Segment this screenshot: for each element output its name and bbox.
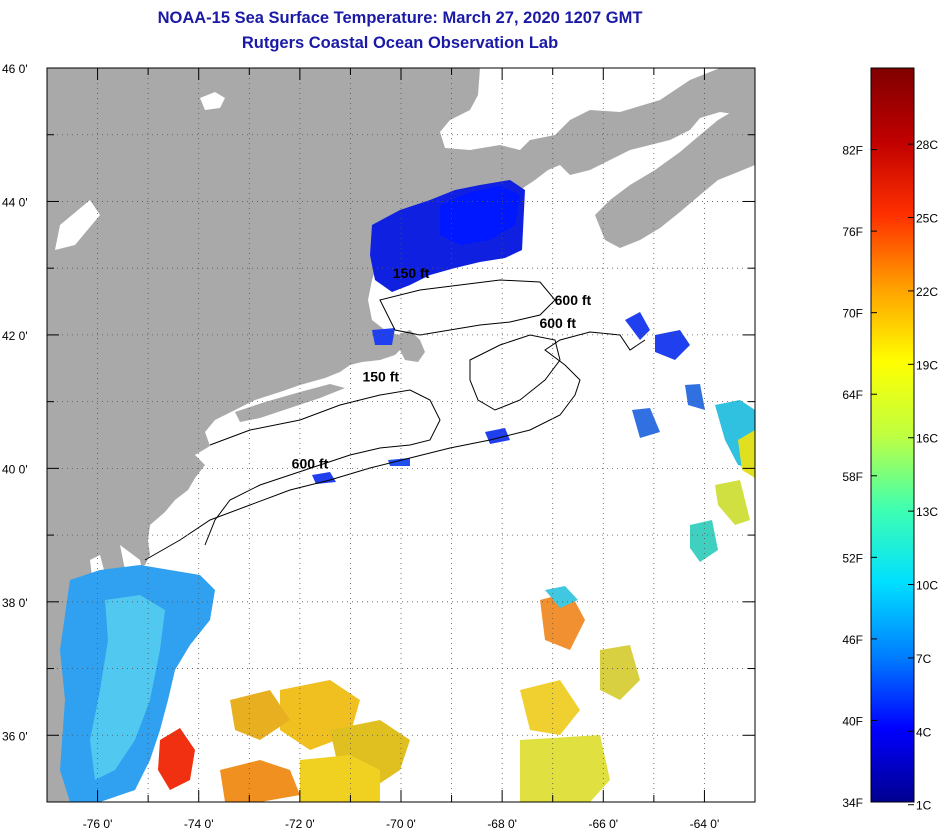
colorbar-label-f: 40F [842, 714, 863, 728]
lake-2 [55, 200, 100, 250]
contour-georges-bank [469, 334, 561, 411]
sst-patch-gulf-stream-red [158, 728, 195, 790]
longitude-labels: -76 0' -74 0' -72 0' -70 0' -68 0' -66 0' -64 … [83, 817, 720, 831]
lat-label: 42 0' [2, 329, 28, 343]
colorbar-label-c: 4C [916, 725, 932, 739]
colorbar-label-c: 10C [916, 579, 938, 593]
contour-label: 600 ft [555, 292, 592, 308]
sst-patch-blue-4 [312, 472, 336, 484]
map-area: 600 ft 600 ft 150 ft 600 ft 150 ft [47, 68, 755, 802]
contour-600ft [144, 331, 646, 561]
map-title: NOAA-15 Sea Surface Temperature: March 2… [157, 9, 643, 27]
contour-label: 600 ft [539, 315, 576, 331]
lat-label: 38 0' [2, 596, 28, 610]
contour-label: 600 ft [292, 455, 329, 471]
land-long-island [235, 384, 345, 422]
colorbar-ticks [871, 143, 914, 806]
sst-patch-blue-5 [372, 328, 395, 345]
sst-patch-warm-1 [220, 760, 300, 802]
contour-label: 150 ft [393, 265, 430, 281]
land-nova-scotia [595, 108, 755, 248]
sst-patch-east-blue-2 [685, 384, 705, 410]
land-us-mainland [47, 68, 755, 802]
colorbar [870, 67, 915, 803]
sst-patch-warm-9 [600, 645, 640, 700]
map-subtitle: Rutgers Coastal Ocean Observation Lab [241, 34, 559, 52]
colorbar-label-c: 7C [916, 652, 932, 666]
land-cape-cod [398, 330, 425, 362]
lat-lon-grid [47, 68, 755, 802]
sst-patch-warm-6 [520, 680, 580, 735]
lon-label: -74 0' [184, 817, 214, 831]
lon-label: -70 0' [386, 817, 416, 831]
colorbar-label-f: 76F [842, 225, 863, 239]
colorbar-label-f: 46F [842, 633, 863, 647]
colorbar-label-c: 25C [916, 212, 938, 226]
contour-label: 150 ft [362, 369, 399, 385]
sst-patch-east-blue [632, 408, 660, 438]
colorbar-celsius-labels: 28C 25C 22C 19C 16C 13C 10C 7C 4C 1C [916, 138, 938, 813]
colorbar-label-c: 13C [916, 505, 938, 519]
sst-patch-warm-7 [520, 735, 610, 802]
colorbar-label-f: 58F [842, 470, 863, 484]
lon-label: -68 0' [487, 817, 517, 831]
latitude-labels: 46 0' 44 0' 42 0' 40 0' 38 0' 36 0' [2, 62, 28, 743]
sst-patch-warm-4 [300, 755, 380, 802]
sst-patch-warm-10 [545, 586, 578, 608]
lat-label: 40 0' [2, 462, 28, 476]
sst-patch-east-yellow-2 [715, 480, 750, 525]
sst-patch-blue-2 [655, 330, 690, 360]
colorbar-label-c: 16C [916, 432, 938, 446]
colorbar-label-c: 1C [916, 799, 932, 813]
sst-patch-mid-atlantic-2 [90, 595, 165, 780]
sst-patch-warm-5 [230, 690, 290, 740]
sst-patch-gom-2 [440, 186, 520, 245]
lat-label: 36 0' [2, 729, 28, 743]
sst-patch-blue-6 [388, 458, 410, 466]
lat-label: 44 0' [2, 195, 28, 209]
contour-150ft [204, 389, 441, 546]
colorbar-label-f: 64F [842, 388, 863, 402]
colorbar-label-c: 19C [916, 358, 938, 372]
colorbar-label-f: 70F [842, 307, 863, 321]
lake-1 [200, 92, 225, 110]
sst-patch-east-cyan-2 [690, 520, 718, 562]
contour-labels: 600 ft 600 ft 150 ft 600 ft 150 ft [292, 265, 592, 471]
sst-patch-warm-8 [540, 592, 585, 650]
lat-label: 46 0' [2, 62, 28, 76]
sst-patch-east-yellow [738, 430, 755, 478]
colorbar-label-c: 28C [916, 138, 938, 152]
sst-patch-blue-1 [625, 312, 650, 340]
colorbar-fahrenheit-labels: 82F 76F 70F 64F 58F 52F 46F 40F 34F [842, 144, 863, 810]
colorbar-label-c: 22C [916, 285, 938, 299]
colorbar-label-f: 52F [842, 551, 863, 565]
colorbar-label-f: 82F [842, 144, 863, 158]
contour-gom [379, 279, 556, 336]
axis-ticks [46, 67, 756, 803]
lon-label: -64 0' [690, 817, 720, 831]
colorbar-label-f: 34F [842, 796, 863, 810]
lon-label: -72 0' [285, 817, 315, 831]
lon-label: -76 0' [83, 817, 113, 831]
lon-label: -66 0' [588, 817, 618, 831]
